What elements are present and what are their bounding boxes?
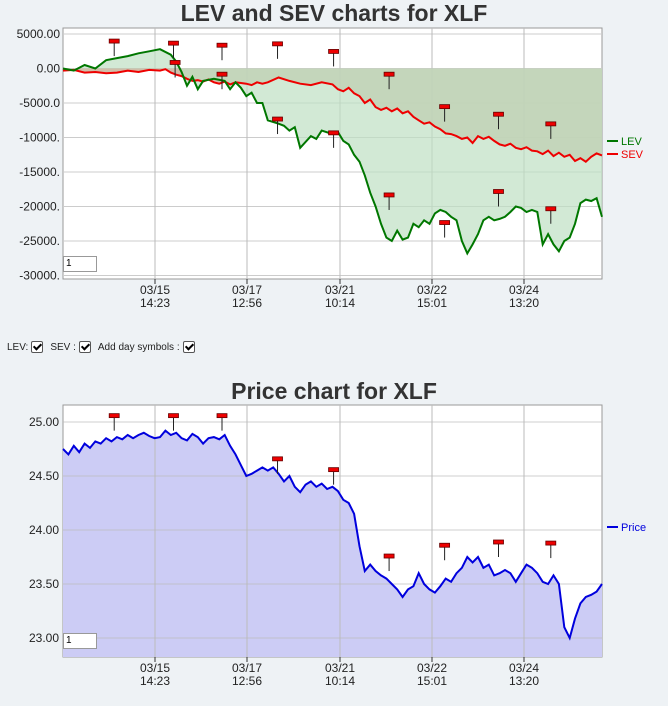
price-area (63, 430, 602, 657)
day-symbol-flag (272, 41, 283, 59)
x-tick-label-date: 03/21 (325, 283, 355, 297)
x-tick-label-date: 03/22 (417, 283, 447, 297)
x-tick-label-time: 15:01 (417, 296, 447, 310)
lev-checkbox-label: LEV: (7, 341, 29, 353)
day-symbol-flag (168, 413, 179, 431)
day-symbol-flag (383, 71, 395, 90)
legend-price-label: Price (621, 522, 646, 534)
x-tick-label-date: 03/15 (140, 283, 170, 297)
series-controls: LEV: SEV : Add day symbols : (7, 341, 199, 353)
day-symbol-flag (545, 540, 557, 559)
x-tick-label-time: 14:23 (140, 296, 170, 310)
day-symbol-flag (439, 542, 451, 561)
x-tick-label-date: 03/17 (232, 283, 262, 297)
day-symbol-flag (383, 192, 395, 210)
x-tick-label-time: 12:56 (232, 674, 262, 688)
price-chart-title: Price chart for XLF (231, 378, 437, 404)
lev-line (62, 48, 603, 256)
y-tick-label: 23.50 (29, 577, 59, 591)
day-symbol-flag (272, 456, 283, 474)
y-tick-label: -15000. (19, 165, 60, 179)
y-tick-label: -30000. (19, 269, 60, 283)
day-symbol-flag (439, 104, 451, 122)
x-tick-label-time: 10:14 (325, 674, 355, 688)
day-symbol-flag (328, 49, 339, 67)
x-tick-label-time: 15:01 (417, 674, 447, 688)
day-symbol-flag (216, 413, 228, 431)
price-line (62, 429, 603, 641)
lev-area (63, 49, 602, 254)
day-symbol-flag (272, 116, 283, 135)
x-tick-label-date: 03/17 (232, 661, 262, 675)
y-tick-label: 24.00 (29, 523, 59, 537)
day-symbol-flag (216, 42, 228, 61)
day-symbol-flag (493, 539, 504, 557)
x-tick-label-date: 03/24 (509, 283, 539, 297)
y-tick-label: -20000. (19, 200, 60, 214)
legend-lev-label: LEV (621, 136, 642, 148)
day-symbol-flag (108, 38, 120, 57)
price-zoom-input[interactable]: 1 (63, 633, 97, 649)
x-tick-label-date: 03/24 (509, 661, 539, 675)
day-symbol-flag (383, 553, 395, 572)
lev-checkbox[interactable] (31, 341, 44, 353)
day-symbol-flag (328, 130, 339, 148)
y-tick-label: -5000.0 (19, 96, 60, 110)
day-symbol-flag (328, 467, 339, 485)
x-tick-label-time: 13:20 (509, 674, 539, 688)
day-symbols-checkbox-label: Add day symbols : (97, 341, 180, 353)
day-symbol-flag (439, 220, 451, 238)
day-symbol-flag (168, 40, 179, 59)
day-symbol-flag (216, 71, 228, 90)
y-tick-label: 0.00 (37, 62, 61, 76)
x-tick-label-time: 10:14 (325, 296, 355, 310)
day-symbol-flag (169, 60, 181, 78)
y-tick-label: -10000. (19, 131, 60, 145)
y-tick-label: 23.00 (29, 631, 59, 645)
lev-chart-title: LEV and SEV charts for XLF (180, 0, 488, 26)
day-symbols-checkbox[interactable] (182, 341, 195, 353)
x-tick-label-time: 14:23 (140, 674, 170, 688)
lev-zoom-input[interactable]: 1 (63, 256, 97, 272)
x-tick-label-date: 03/21 (325, 661, 355, 675)
legend-sev-label: SEV (621, 149, 644, 161)
sev-checkbox[interactable] (78, 341, 91, 353)
day-symbol-flag (545, 121, 557, 139)
y-tick-label: 25.00 (29, 415, 59, 429)
y-tick-label: -25000. (19, 234, 60, 248)
day-symbol-flag (493, 111, 504, 130)
day-symbol-flag (493, 189, 504, 207)
lev-sev-chart[interactable]: 5000.00 0.00 -5000.0 -10000. -15000. -20000. -… (0, 0, 668, 310)
x-tick-label-date: 03/22 (417, 661, 447, 675)
y-tick-label: 5000.00 (17, 27, 61, 41)
sev-checkbox-label: SEV : (50, 341, 76, 353)
day-symbol-flag (108, 413, 120, 431)
x-tick-label-date: 03/15 (140, 661, 170, 675)
x-tick-label-time: 12:56 (232, 296, 262, 310)
sev-line (62, 68, 603, 163)
price-legend: Price (607, 522, 646, 534)
day-symbol-flag (545, 206, 557, 224)
x-tick-label-time: 13:20 (509, 296, 539, 310)
y-tick-label: 24.50 (29, 469, 59, 483)
